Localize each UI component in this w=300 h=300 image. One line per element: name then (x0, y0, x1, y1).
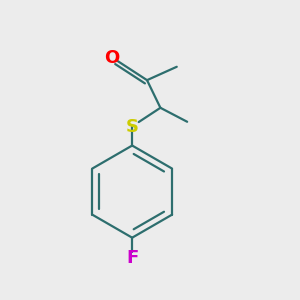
Text: F: F (126, 249, 138, 267)
Text: S: S (126, 118, 139, 136)
Text: O: O (104, 49, 120, 67)
